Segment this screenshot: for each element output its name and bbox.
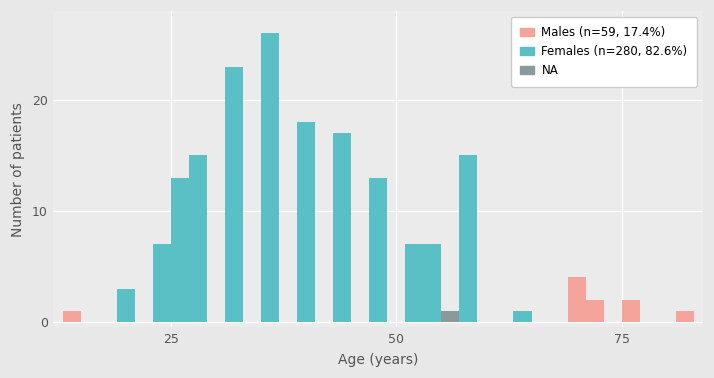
Bar	[513, 311, 531, 322]
Bar	[622, 300, 640, 322]
Bar	[116, 300, 135, 322]
Bar	[261, 33, 279, 322]
Bar	[63, 311, 81, 322]
Bar	[333, 311, 351, 322]
Bar	[225, 67, 243, 322]
Bar	[297, 122, 315, 322]
Bar	[333, 133, 351, 322]
Bar	[568, 277, 585, 322]
Bar	[406, 300, 423, 322]
Bar	[297, 266, 315, 322]
Bar	[116, 288, 135, 322]
Bar	[441, 311, 459, 322]
Legend: Males (n=59, 17.4%), Females (n=280, 82.6%), NA: Males (n=59, 17.4%), Females (n=280, 82.…	[511, 17, 697, 87]
Bar	[153, 288, 171, 322]
Bar	[459, 155, 478, 322]
Bar	[369, 178, 387, 322]
Bar	[171, 311, 188, 322]
Bar	[406, 244, 423, 322]
Y-axis label: Number of patients: Number of patients	[11, 102, 25, 237]
Bar	[459, 277, 478, 322]
Bar	[369, 255, 387, 322]
Bar	[188, 266, 207, 322]
Bar	[423, 288, 441, 322]
Bar	[171, 178, 188, 322]
Bar	[261, 300, 279, 322]
Bar	[676, 311, 694, 322]
Bar	[225, 266, 243, 322]
Bar	[188, 155, 207, 322]
Bar	[153, 244, 171, 322]
Bar	[423, 244, 441, 322]
Bar	[585, 300, 603, 322]
X-axis label: Age (years): Age (years)	[338, 353, 418, 367]
